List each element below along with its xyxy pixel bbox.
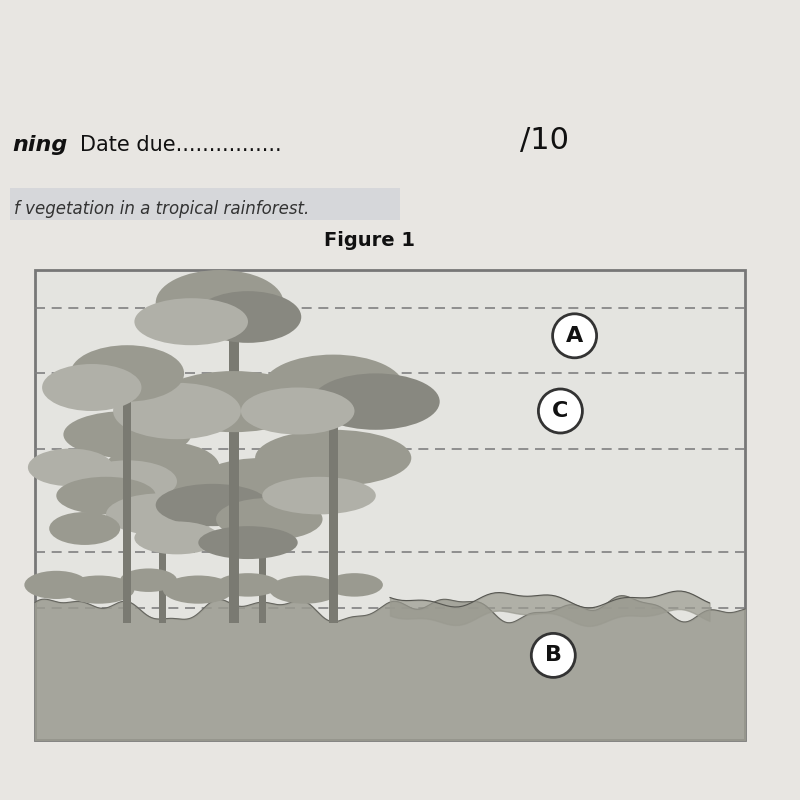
- Ellipse shape: [24, 571, 88, 599]
- Text: /10: /10: [520, 126, 569, 155]
- Ellipse shape: [156, 371, 312, 432]
- Ellipse shape: [241, 387, 354, 434]
- Text: C: C: [552, 401, 569, 421]
- Ellipse shape: [63, 575, 134, 604]
- Ellipse shape: [134, 298, 248, 346]
- Ellipse shape: [28, 449, 113, 486]
- Ellipse shape: [216, 498, 322, 540]
- Ellipse shape: [270, 575, 340, 604]
- Ellipse shape: [326, 573, 383, 597]
- Text: A: A: [566, 326, 583, 346]
- Ellipse shape: [113, 383, 241, 439]
- Ellipse shape: [78, 460, 177, 502]
- Ellipse shape: [70, 346, 184, 402]
- Ellipse shape: [262, 477, 376, 514]
- Bar: [258, 495, 266, 622]
- Bar: [10, 188, 400, 220]
- Text: Figure 1: Figure 1: [325, 231, 415, 250]
- Ellipse shape: [106, 442, 219, 494]
- Ellipse shape: [156, 484, 270, 526]
- Circle shape: [531, 634, 575, 678]
- Ellipse shape: [312, 374, 440, 430]
- Ellipse shape: [134, 522, 219, 554]
- Text: B: B: [545, 646, 562, 666]
- Bar: [123, 387, 131, 622]
- Ellipse shape: [56, 477, 156, 514]
- Bar: [159, 482, 166, 622]
- Bar: [229, 326, 238, 622]
- Ellipse shape: [49, 512, 120, 545]
- Ellipse shape: [198, 458, 326, 505]
- Bar: [35, 270, 745, 740]
- Ellipse shape: [120, 569, 177, 592]
- Ellipse shape: [216, 573, 280, 597]
- Ellipse shape: [63, 411, 191, 458]
- Text: ning: ning: [12, 135, 67, 155]
- Ellipse shape: [163, 575, 234, 604]
- Bar: [329, 374, 338, 622]
- Text: Date due................: Date due................: [80, 135, 282, 155]
- Ellipse shape: [156, 270, 283, 336]
- Ellipse shape: [106, 494, 219, 535]
- Text: f vegetation in a tropical rainforest.: f vegetation in a tropical rainforest.: [14, 200, 310, 218]
- Circle shape: [553, 314, 597, 358]
- Ellipse shape: [262, 354, 404, 421]
- Ellipse shape: [194, 291, 302, 343]
- Ellipse shape: [42, 364, 142, 411]
- Ellipse shape: [255, 430, 411, 486]
- Circle shape: [538, 389, 582, 433]
- Ellipse shape: [198, 526, 298, 559]
